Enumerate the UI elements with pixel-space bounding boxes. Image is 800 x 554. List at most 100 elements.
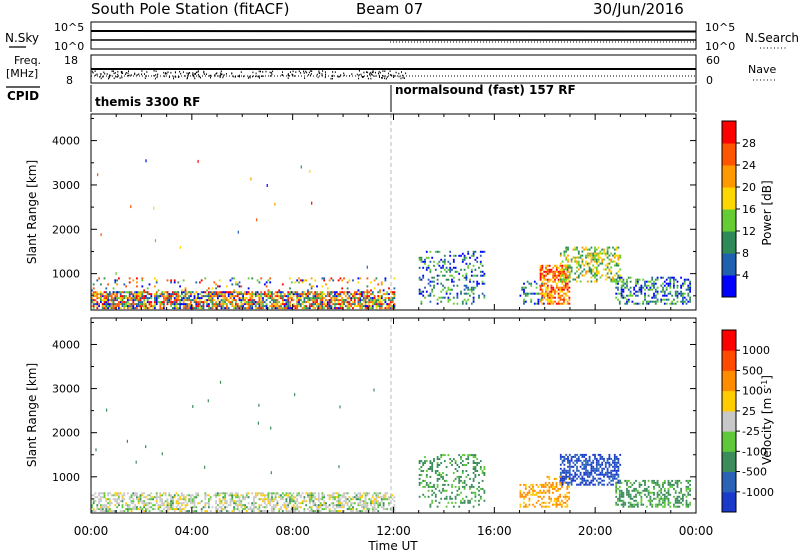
echo-cell <box>361 510 363 513</box>
echo-cell <box>136 277 138 280</box>
echo-cell <box>685 302 688 305</box>
colorbar-tick-label: 20 <box>742 181 756 194</box>
echo-cell <box>220 307 223 310</box>
echo-cell <box>546 286 549 289</box>
echo-cell <box>294 502 297 505</box>
echo-cell <box>299 295 302 298</box>
echo-cell <box>620 296 623 299</box>
echo-cell <box>636 503 639 506</box>
echo-cell <box>298 299 300 302</box>
echo-cell <box>177 494 180 497</box>
echo-cell <box>321 293 324 296</box>
colorbar-tick-label: 25 <box>742 405 756 418</box>
echo-cell <box>312 492 315 495</box>
echo-cell <box>204 510 207 513</box>
echo-cell <box>206 303 208 306</box>
echo-cell <box>346 498 349 501</box>
echo-cell <box>671 302 673 305</box>
echo-cell <box>594 280 596 283</box>
echo-cell <box>208 502 210 505</box>
echo-cell <box>121 500 124 503</box>
echo-cell <box>660 298 663 301</box>
echo-cell <box>269 277 272 280</box>
echo-cell <box>613 280 616 283</box>
echo-cell <box>595 467 598 470</box>
echo-cell <box>674 294 677 297</box>
echo-cell <box>364 303 367 306</box>
echo-cell <box>274 494 277 497</box>
echo-cell <box>388 498 390 501</box>
echo-cell <box>344 500 347 503</box>
echo-cell <box>524 292 527 295</box>
nave-point <box>203 73 205 75</box>
echo-cell <box>454 460 457 463</box>
echo-cell <box>420 466 423 468</box>
echo-cell <box>620 493 623 496</box>
echo-cell <box>615 469 618 472</box>
echo-cell <box>617 258 620 261</box>
echo-cell <box>631 503 634 506</box>
echo-cell <box>366 277 369 280</box>
echo-cell <box>139 301 142 304</box>
echo-cell <box>557 288 560 291</box>
echo-cell <box>574 272 577 275</box>
echo-cell <box>352 279 354 282</box>
echo-cell <box>136 305 138 308</box>
echo-cell <box>631 483 634 486</box>
echo-cell <box>638 485 641 488</box>
echo-cell <box>262 293 264 296</box>
echo-cell <box>642 300 645 303</box>
echo-cell <box>442 284 444 287</box>
echo-cell <box>590 471 593 474</box>
echo-cell <box>258 299 261 302</box>
echo-cell <box>565 250 568 253</box>
echo-cell <box>581 455 584 458</box>
echo-cell <box>166 295 169 298</box>
echo-cell <box>454 462 457 464</box>
echo-cell <box>449 266 452 269</box>
echo-cell <box>533 302 536 305</box>
echo-cell <box>617 503 619 506</box>
echo-cell <box>599 256 602 259</box>
echo-cell <box>574 246 577 249</box>
nave-point <box>339 75 341 78</box>
echo-cell <box>352 502 354 505</box>
echo-cell <box>193 506 196 509</box>
echo-cell <box>653 282 655 285</box>
echo-cell <box>638 483 641 486</box>
echo-cell <box>654 302 657 305</box>
echo-cell <box>123 301 126 304</box>
echo-cell <box>586 473 589 476</box>
echo-cell <box>442 454 444 457</box>
echo-cell <box>100 498 102 501</box>
echo-cell <box>175 506 178 509</box>
echo-cell <box>287 502 290 505</box>
echo-cell <box>179 285 181 288</box>
echo-cell <box>107 305 109 308</box>
echo-cell <box>92 299 95 302</box>
echo-cell <box>461 274 464 277</box>
echo-cell <box>555 501 558 504</box>
echo-cell <box>330 299 333 302</box>
echo-cell <box>326 307 329 310</box>
echo-cell <box>597 270 600 273</box>
echo-cell <box>200 295 203 298</box>
echo-cell <box>348 291 351 294</box>
echo-cell <box>469 280 471 283</box>
echo-cell <box>644 481 646 484</box>
echo-cell <box>377 295 380 298</box>
echo-cell <box>633 302 636 305</box>
echo-cell <box>546 505 549 508</box>
echo-cell <box>603 473 605 476</box>
echo-cell <box>298 506 300 509</box>
echo-cell <box>299 506 302 509</box>
echo-cell <box>627 479 630 482</box>
echo-cell <box>563 254 566 257</box>
echo-cell <box>100 500 102 503</box>
echo-cell <box>389 496 392 499</box>
echo-cell <box>136 498 138 501</box>
echo-cell <box>98 502 100 505</box>
echo-cell <box>265 303 268 306</box>
y-tick-label: 1000 <box>52 471 80 484</box>
